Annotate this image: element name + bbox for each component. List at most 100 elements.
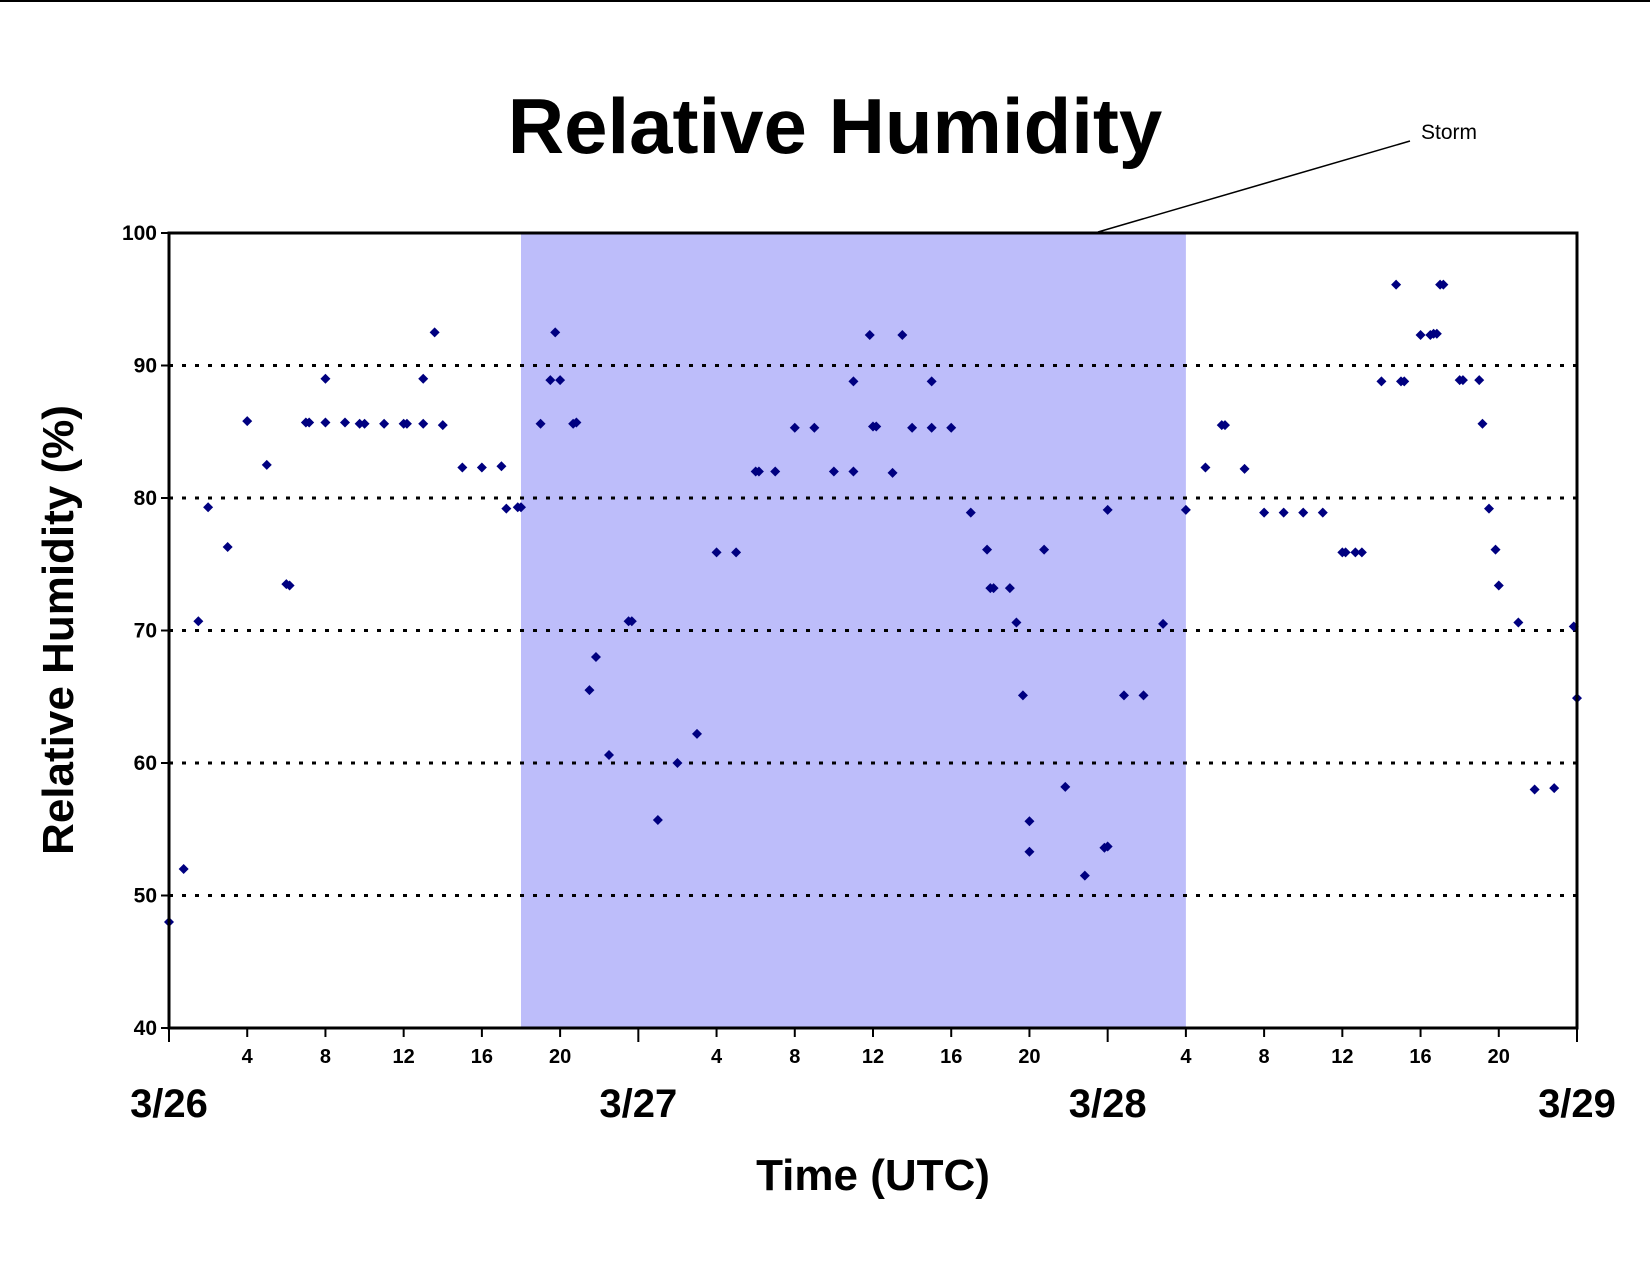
x-tick-label: 12: [393, 1046, 415, 1068]
data-point: [1391, 279, 1402, 290]
data-point: [1138, 690, 1149, 701]
data-point: [429, 327, 440, 338]
data-point: [1017, 690, 1028, 701]
data-point: [418, 373, 429, 384]
data-point: [770, 466, 781, 477]
x-tick-label: 16: [1409, 1046, 1431, 1068]
data-point: [178, 864, 189, 874]
data-point: [1158, 618, 1169, 629]
data-point: [871, 421, 882, 432]
data-point: [496, 461, 507, 472]
x-axis-title: Time (UTC): [756, 1151, 990, 1200]
storm-shaded-region: [521, 233, 1186, 1028]
data-point: [1102, 841, 1113, 852]
data-point: [1259, 507, 1270, 518]
data-point: [1060, 781, 1071, 792]
y-axis-ticks: 40 50 60 70 80 90 100: [122, 222, 169, 1040]
data-point: [340, 417, 350, 428]
data-point: [261, 459, 272, 470]
x-tick-label: 4: [1180, 1046, 1192, 1068]
gridlines: [169, 364, 1577, 897]
date-label: 3/26: [130, 1082, 208, 1126]
x-tick-label: 4: [711, 1046, 723, 1068]
date-label: 3/28: [1069, 1082, 1147, 1126]
data-point: [1180, 504, 1191, 515]
data-point: [1118, 690, 1129, 701]
data-point: [590, 652, 601, 662]
data-point: [1039, 544, 1050, 555]
data-point: [926, 376, 937, 387]
x-axis-ticks: 4 8 12 16 20 4 8 12 16 20 4 8 12 16 20: [168, 1028, 1578, 1068]
x-tick-label: 8: [789, 1046, 800, 1068]
data-point: [711, 547, 722, 558]
data-point: [1477, 418, 1488, 429]
data-point: [359, 418, 370, 429]
data-point: [1011, 617, 1022, 628]
data-point: [1415, 330, 1426, 341]
data-point: [1549, 783, 1560, 794]
data-point: [457, 462, 468, 473]
data-point: [203, 502, 214, 513]
x-tick-label: 12: [1331, 1046, 1353, 1068]
data-point: [1529, 784, 1540, 795]
date-label: 3/27: [599, 1082, 677, 1126]
data-point: [1490, 544, 1501, 555]
storm-annotation-leader: [1097, 140, 1411, 233]
data-point: [550, 327, 561, 338]
data-point: [535, 418, 546, 429]
data-point: [476, 462, 487, 473]
date-labels: 3/26 3/27 3/28 3/29: [130, 1082, 1616, 1126]
y-tick-label: 70: [134, 620, 157, 643]
chart-title: Relative Humidity: [508, 82, 1163, 170]
data-point: [418, 418, 429, 429]
data-point: [1102, 504, 1113, 515]
data-point: [946, 422, 957, 433]
x-tick-label: 20: [1488, 1046, 1510, 1068]
data-point: [1356, 547, 1367, 558]
data-point: [897, 330, 908, 341]
y-tick-label: 40: [134, 1017, 157, 1040]
data-point: [809, 422, 820, 433]
data-point: [193, 616, 204, 627]
data-point: [545, 375, 556, 386]
data-point: [1278, 507, 1289, 518]
data-point: [1474, 375, 1485, 386]
data-point: [1239, 463, 1250, 474]
data-point: [320, 373, 331, 384]
data-point: [1079, 870, 1090, 881]
y-tick-label: 80: [134, 487, 157, 510]
data-point: [1399, 376, 1410, 387]
data-point: [652, 814, 663, 825]
data-point: [1484, 503, 1494, 514]
data-point: [848, 376, 859, 387]
x-tick-label: 20: [549, 1046, 571, 1068]
x-tick-label: 4: [242, 1046, 254, 1068]
data-point: [1457, 375, 1468, 386]
date-label: 3/29: [1538, 1082, 1616, 1126]
x-tick-label: 12: [862, 1046, 884, 1068]
data-point: [926, 422, 937, 433]
data-point: [982, 544, 993, 555]
data-point: [848, 466, 859, 477]
data-point: [1376, 376, 1387, 387]
y-tick-label: 100: [122, 222, 157, 245]
data-point: [965, 507, 976, 518]
x-tick-label: 8: [320, 1046, 331, 1068]
data-point: [828, 466, 839, 477]
data-point: [437, 420, 448, 431]
data-point: [1200, 462, 1211, 473]
data-point: [555, 375, 566, 386]
x-tick-label: 16: [940, 1046, 962, 1068]
data-point: [887, 467, 898, 478]
x-tick-label: 8: [1259, 1046, 1270, 1068]
data-point: [907, 422, 918, 433]
x-tick-label: 16: [471, 1046, 493, 1068]
data-point: [1024, 846, 1035, 857]
data-markers: [164, 279, 1582, 927]
data-point: [1438, 279, 1449, 290]
data-point: [1340, 547, 1351, 558]
data-point: [516, 502, 526, 513]
data-point: [571, 417, 582, 428]
data-point: [304, 417, 315, 428]
data-point: [501, 503, 512, 514]
